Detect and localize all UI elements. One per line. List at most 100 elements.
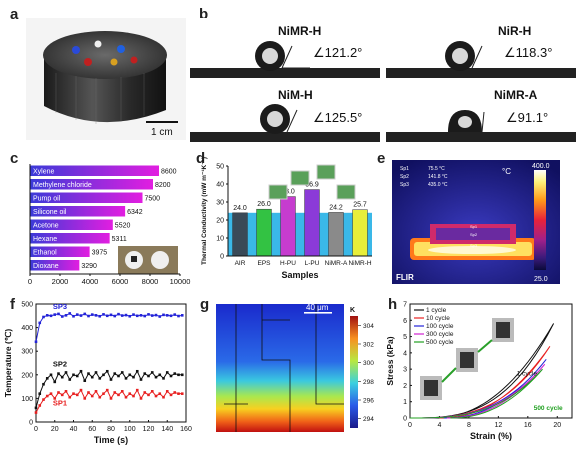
series-point: [45, 377, 49, 380]
series-point: [124, 313, 128, 317]
cell-walls: [224, 304, 344, 432]
y-tick-label: 5: [403, 334, 407, 341]
chart-g: 40 μm K 294 296 298 300 302 304: [216, 303, 374, 432]
series-point: [49, 373, 53, 377]
y-axis-title: Thermal Conductivity (mW m⁻¹K⁻¹): [201, 157, 208, 265]
series-point: [94, 314, 98, 317]
y-tick-label: 300: [21, 349, 33, 356]
chart-c: Xylene 8600 Methylene chloride 8200 Pump oil…: [28, 164, 190, 284]
x-tick-label: 60: [88, 426, 96, 433]
series-point: [132, 313, 135, 316]
series-point: [60, 375, 64, 379]
series-point: [34, 340, 38, 344]
series-point: [42, 398, 45, 401]
series-point: [154, 394, 158, 398]
series-point: [165, 371, 169, 374]
series-point: [162, 395, 165, 399]
bar-category-label: Ethanol: [33, 250, 57, 257]
bar: [328, 212, 344, 257]
x-tick-label: EPS: [257, 260, 271, 267]
series-point: [75, 313, 79, 316]
sample-thumbnail: [336, 184, 356, 200]
series-point: [150, 390, 154, 393]
x-axis-title: Time (s): [94, 435, 128, 445]
series-point: [34, 411, 38, 414]
colorbar: [350, 316, 358, 428]
x-tick-label: 2000: [52, 277, 69, 284]
readout-label: Sp1: [400, 166, 409, 172]
bar-value-label: 8200: [155, 182, 171, 189]
series-point: [60, 315, 64, 318]
series-point: [34, 406, 38, 410]
series-point: [72, 373, 75, 377]
scale-min: 25.0: [534, 276, 548, 283]
y-tick-label: 2: [403, 383, 407, 390]
bar-value-label: 24.2: [329, 204, 343, 211]
series-point: [113, 391, 117, 394]
panel-label-d: d: [196, 150, 206, 167]
x-tick-label: 120: [143, 426, 155, 433]
legend-label: 500 cycle: [426, 339, 454, 346]
series-point: [38, 404, 42, 407]
bar-value-label: 24.0: [233, 205, 247, 212]
series-point: [120, 314, 124, 317]
x-tick-label: 4: [438, 422, 442, 429]
bar-value-label: 5311: [112, 236, 127, 243]
bar: [30, 179, 153, 190]
spot-label: Sp1: [470, 224, 478, 229]
x-tick-label: L-PU: [305, 260, 320, 267]
series-point: [113, 314, 117, 318]
series-point: [165, 314, 169, 317]
droplet-nimr-a: [386, 82, 576, 142]
bar-value-label: 7500: [145, 196, 161, 203]
series-point: [90, 394, 94, 398]
series-point: [45, 314, 49, 317]
series-line: [35, 389, 183, 413]
series-point: [124, 377, 128, 380]
colorbar-tick-label: 298: [363, 379, 374, 386]
series-point: [154, 313, 158, 317]
series-point: [90, 313, 94, 316]
series-point: [98, 314, 102, 318]
series-point: [109, 313, 113, 317]
panel-label-a: a: [10, 6, 19, 23]
droplet-name: NiMR-A: [494, 88, 538, 102]
reference-band: [228, 212, 372, 256]
series-point: [64, 390, 68, 393]
series-point: [162, 377, 165, 380]
y-tick-label: 30: [216, 200, 224, 207]
x-tick-label: H-PU: [280, 260, 296, 267]
bar-value-label: 3975: [92, 250, 108, 257]
droplet-angle: ∠118.3°: [504, 45, 553, 60]
colorbar-unit: K: [350, 307, 355, 314]
series-point: [102, 313, 105, 316]
series-point: [177, 373, 180, 377]
series-point: [180, 373, 184, 377]
series-point: [72, 314, 75, 318]
bar: [30, 219, 113, 230]
thermal-unit: °C: [502, 167, 511, 176]
droplet-angle: ∠121.2°: [313, 45, 363, 60]
y-tick-label: 0: [220, 254, 224, 261]
series-point: [139, 314, 143, 317]
y-tick-label: 3: [403, 367, 407, 374]
series-point: [38, 321, 42, 325]
series-point: [177, 314, 180, 318]
series-point: [132, 375, 135, 379]
droplet-nim-h: [190, 82, 380, 142]
droplet-angle: ∠91.1°: [506, 110, 549, 125]
sample-thumbnail: [268, 184, 288, 200]
series-point: [135, 369, 139, 373]
series-point: [57, 312, 60, 316]
x-axis-title: Samples: [281, 270, 318, 280]
series-point: [79, 369, 83, 373]
droplet-nimr-h: [190, 18, 380, 78]
series-point: [162, 313, 165, 317]
y-tick-label: 0: [403, 416, 407, 423]
y-tick-label: 50: [216, 164, 224, 171]
panel-label-b: b: [199, 6, 209, 23]
bar: [232, 212, 248, 257]
series-point: [147, 313, 150, 316]
readout-value: 141.8 °C: [428, 174, 448, 180]
